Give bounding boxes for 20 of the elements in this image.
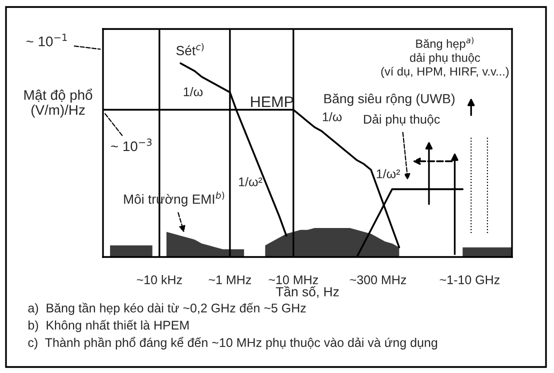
text: b) Không nhất thiết là HPEM (28, 320, 189, 332)
annotation: 1/ω (322, 112, 342, 122)
text: c) Thành phần phổ đáng kể đến ~10 MHz phụ thuộc vào dải và ứng dụng (28, 336, 438, 350)
annotation: 1/ω² (239, 177, 262, 186)
text: a) Băng tần hẹp kéo dài từ ~0,2 GHz đến ~5 GHz (28, 302, 306, 315)
legend-label: Băng siêu rộng (UWB) (324, 93, 454, 106)
annotation: 1/ω² (376, 169, 400, 178)
y-axis-title: Mật độ phổ (V/m)/Hz (24, 88, 92, 118)
x-tick-label: ~1 MHz (208, 276, 252, 284)
annotation: 1/ω (184, 87, 203, 96)
annotation: ~ 10$^{−3}$ (111, 138, 152, 152)
series-label: Sét$^{c)}$ (176, 43, 204, 56)
x-tick-label: ~1-10 GHz (440, 275, 500, 284)
annotation: Băng hẹp$^{a)}$ dải phụ thuộc (ví dụ, HPM, HIRF, v.v...) (381, 36, 509, 78)
x-tick-label: ~300 MHz (350, 275, 406, 284)
text: ~ 10$^{−1}$ (26, 34, 67, 46)
x-tick-label: ~10 MHz (268, 275, 318, 284)
x-axis-title: Tần số, Hz (276, 286, 339, 298)
annotation: Dải phụ thuộc (364, 114, 440, 126)
x-tick-label: ~10 kHz (136, 275, 182, 284)
